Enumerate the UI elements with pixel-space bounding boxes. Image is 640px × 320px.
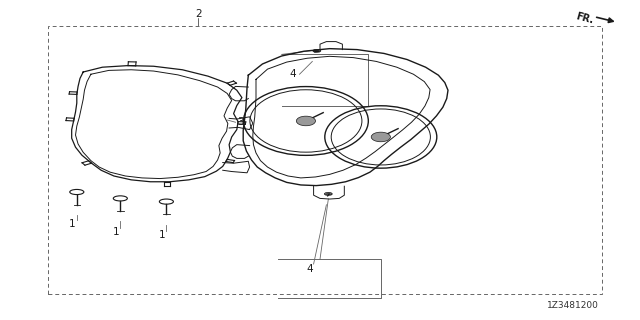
Text: 1: 1 <box>113 227 120 237</box>
Text: 1: 1 <box>69 219 76 229</box>
Text: FR.: FR. <box>575 12 595 26</box>
Text: 2: 2 <box>195 9 202 20</box>
Circle shape <box>371 132 390 142</box>
Text: 3: 3 <box>237 117 243 127</box>
Text: 1Z3481200: 1Z3481200 <box>547 301 598 310</box>
Text: 4: 4 <box>307 264 313 274</box>
Text: 1: 1 <box>159 230 166 240</box>
Text: 4: 4 <box>289 69 296 79</box>
Circle shape <box>296 116 316 126</box>
Bar <box>48 26 602 294</box>
